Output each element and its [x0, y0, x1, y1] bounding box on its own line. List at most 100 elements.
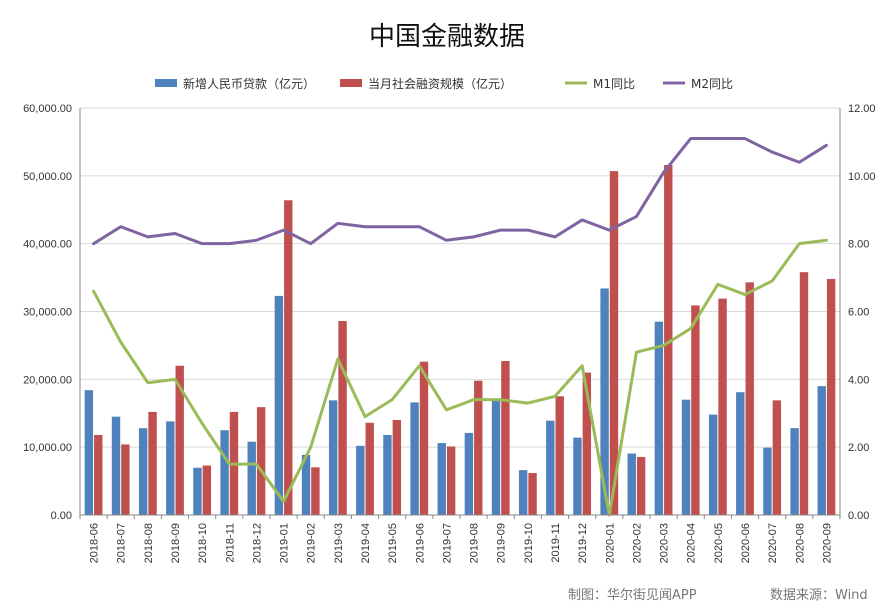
bar-loans [166, 421, 175, 515]
line-m1-yoy [92, 238, 828, 517]
y-right-tick-label: 0.00 [848, 510, 869, 522]
bar-social-financing [799, 272, 809, 515]
x-tick-label: 2019-08 [469, 523, 481, 563]
axes: 0.00 0.00 10,000.00 2.00 20,000.00 4.00 30,000… [23, 103, 875, 563]
y-right-tick-label: 2.00 [848, 442, 869, 454]
x-tick-label: 2018-07 [116, 523, 128, 563]
bar-social-financing [419, 361, 429, 515]
bar-loans [274, 295, 284, 515]
legend-swatch [340, 79, 362, 87]
bar-social-financing [582, 372, 592, 515]
x-tick-label: 2018-12 [251, 523, 263, 563]
bar-loans [84, 390, 94, 515]
y-right-tick-label: 6.00 [848, 307, 869, 319]
bar-social-financing [664, 164, 673, 516]
bar-social-financing [256, 407, 266, 515]
bar-loans [247, 441, 256, 515]
bar-social-financing [338, 320, 347, 515]
x-tick-label: 2020-01 [604, 523, 616, 563]
bar-social-financing [609, 171, 619, 515]
bar-social-financing [555, 396, 564, 515]
y-right-tick-label: 10.00 [848, 171, 876, 183]
bar-social-financing [365, 422, 374, 515]
bar-loans [573, 437, 582, 515]
x-tick-label: 2018-09 [170, 523, 182, 563]
x-tick-label: 2018-10 [197, 523, 209, 563]
bar-loans [301, 454, 311, 515]
bar-loans [790, 428, 799, 515]
bar-social-financing [94, 434, 103, 515]
bar-social-financing [311, 467, 320, 515]
x-tick-label: 2019-02 [306, 523, 318, 563]
legend-label: M2同比 [691, 77, 733, 91]
y-right-tick-label: 4.00 [848, 374, 869, 386]
y-left-tick-label: 50,000.00 [23, 171, 72, 183]
x-tick-label: 2020-06 [740, 523, 752, 563]
x-tick-label: 2019-01 [279, 523, 291, 563]
x-tick-label: 2020-03 [659, 523, 671, 563]
bar-loans [654, 321, 664, 515]
bar-loans [220, 430, 229, 515]
bar-social-financing [284, 200, 293, 515]
bar-loans [817, 386, 826, 515]
y-right-tick-label: 12.00 [848, 103, 876, 115]
bar-social-financing [202, 465, 212, 515]
bar-social-financing [175, 365, 184, 515]
bar-loans [708, 414, 718, 515]
legend-label: 新增人民币贷款（亿元） [183, 76, 315, 91]
y-left-tick-label: 10,000.00 [23, 442, 72, 454]
bar-loans [518, 470, 528, 515]
bars [84, 164, 836, 516]
bar-social-financing [121, 444, 130, 515]
bar-loans [464, 432, 474, 515]
bar-loans [627, 453, 636, 515]
bar-social-financing [745, 282, 754, 515]
bar-social-financing [392, 420, 402, 515]
legend: 新增人民币贷款（亿元） 当月社会融资规模（亿元） M1同比 M2同比 [155, 76, 733, 91]
footer-source: 数据来源：Wind [770, 588, 868, 603]
y-left-tick-label: 30,000.00 [23, 307, 72, 319]
bar-social-financing [474, 380, 483, 515]
bar-loans [383, 434, 392, 515]
bar-social-financing [501, 361, 510, 515]
x-tick-label: 2018-11 [224, 523, 236, 563]
y-left-tick-label: 20,000.00 [23, 374, 72, 386]
bar-social-financing [446, 446, 456, 515]
x-tick-label: 2019-06 [414, 523, 426, 563]
bar-loans [410, 402, 419, 515]
x-tick-label: 2020-08 [794, 523, 806, 563]
x-tick-label: 2020-09 [821, 523, 833, 563]
x-tick-label: 2019-09 [496, 523, 508, 563]
x-tick-label: 2019-04 [360, 523, 372, 563]
lines [92, 137, 828, 517]
x-tick-label: 2020-02 [631, 523, 643, 563]
legend-swatch [155, 79, 177, 87]
x-tick-label: 2019-12 [577, 523, 589, 563]
bar-social-financing [826, 278, 836, 515]
legend-label: M1同比 [593, 77, 635, 91]
x-tick-label: 2019-07 [441, 523, 453, 563]
x-tick-label: 2018-08 [143, 523, 155, 563]
x-tick-label: 2019-03 [333, 523, 345, 563]
y-left-tick-label: 0.00 [51, 510, 72, 522]
bar-loans [138, 428, 148, 515]
footer-credit: 制图：华尔街见闻APP [568, 588, 697, 603]
x-tick-label: 2019-10 [523, 523, 535, 563]
bar-social-financing [772, 400, 782, 515]
bar-loans [193, 467, 202, 515]
y-right-tick-label: 8.00 [848, 239, 869, 251]
bar-loans [356, 445, 365, 515]
x-tick-label: 2020-05 [713, 523, 725, 563]
line-m2-yoy [92, 137, 828, 246]
x-tick-label: 2019-05 [387, 523, 399, 563]
chart-title: 中国金融数据 [368, 22, 525, 52]
bar-social-financing [528, 473, 537, 515]
bar-social-financing [691, 305, 700, 515]
y-left-tick-label: 60,000.00 [23, 103, 72, 115]
x-tick-label: 2019-11 [550, 523, 562, 563]
x-tick-label: 2020-04 [686, 523, 698, 563]
bar-loans [328, 400, 338, 515]
bar-loans [763, 447, 772, 515]
legend-label: 当月社会融资规模（亿元） [368, 76, 512, 91]
